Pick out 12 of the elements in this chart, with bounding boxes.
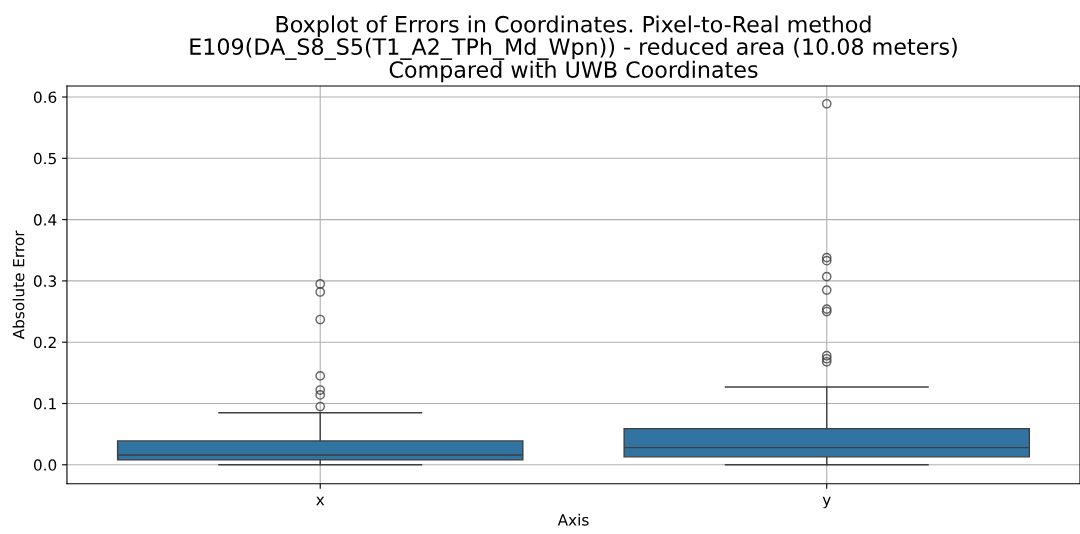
x-tick-label: y bbox=[822, 496, 831, 509]
y-tick-label: 0.3 bbox=[33, 275, 57, 287]
chart-title: Boxplot of Errors in Coordinates. Pixel-to-Real method E109(DA_S8_S5(T1_A2_TPh_Md_Wpn)) - reduced area (10.08 meters) Compared with UWB Coordinates bbox=[190, 15, 957, 83]
y-tick-label: 0.5 bbox=[33, 152, 56, 165]
y-tick-label: 0.1 bbox=[33, 397, 56, 410]
y-tick-label: 0.2 bbox=[33, 336, 56, 349]
x-axis-title: Axis bbox=[557, 513, 589, 526]
y-tick-label: 0.0 bbox=[33, 459, 57, 471]
x-tick-label: x bbox=[316, 496, 325, 506]
y-tick-label: 0.6 bbox=[33, 91, 57, 104]
y-axis-title: Absolute Error bbox=[12, 230, 25, 340]
y-tick-label: 0.4 bbox=[33, 214, 57, 226]
